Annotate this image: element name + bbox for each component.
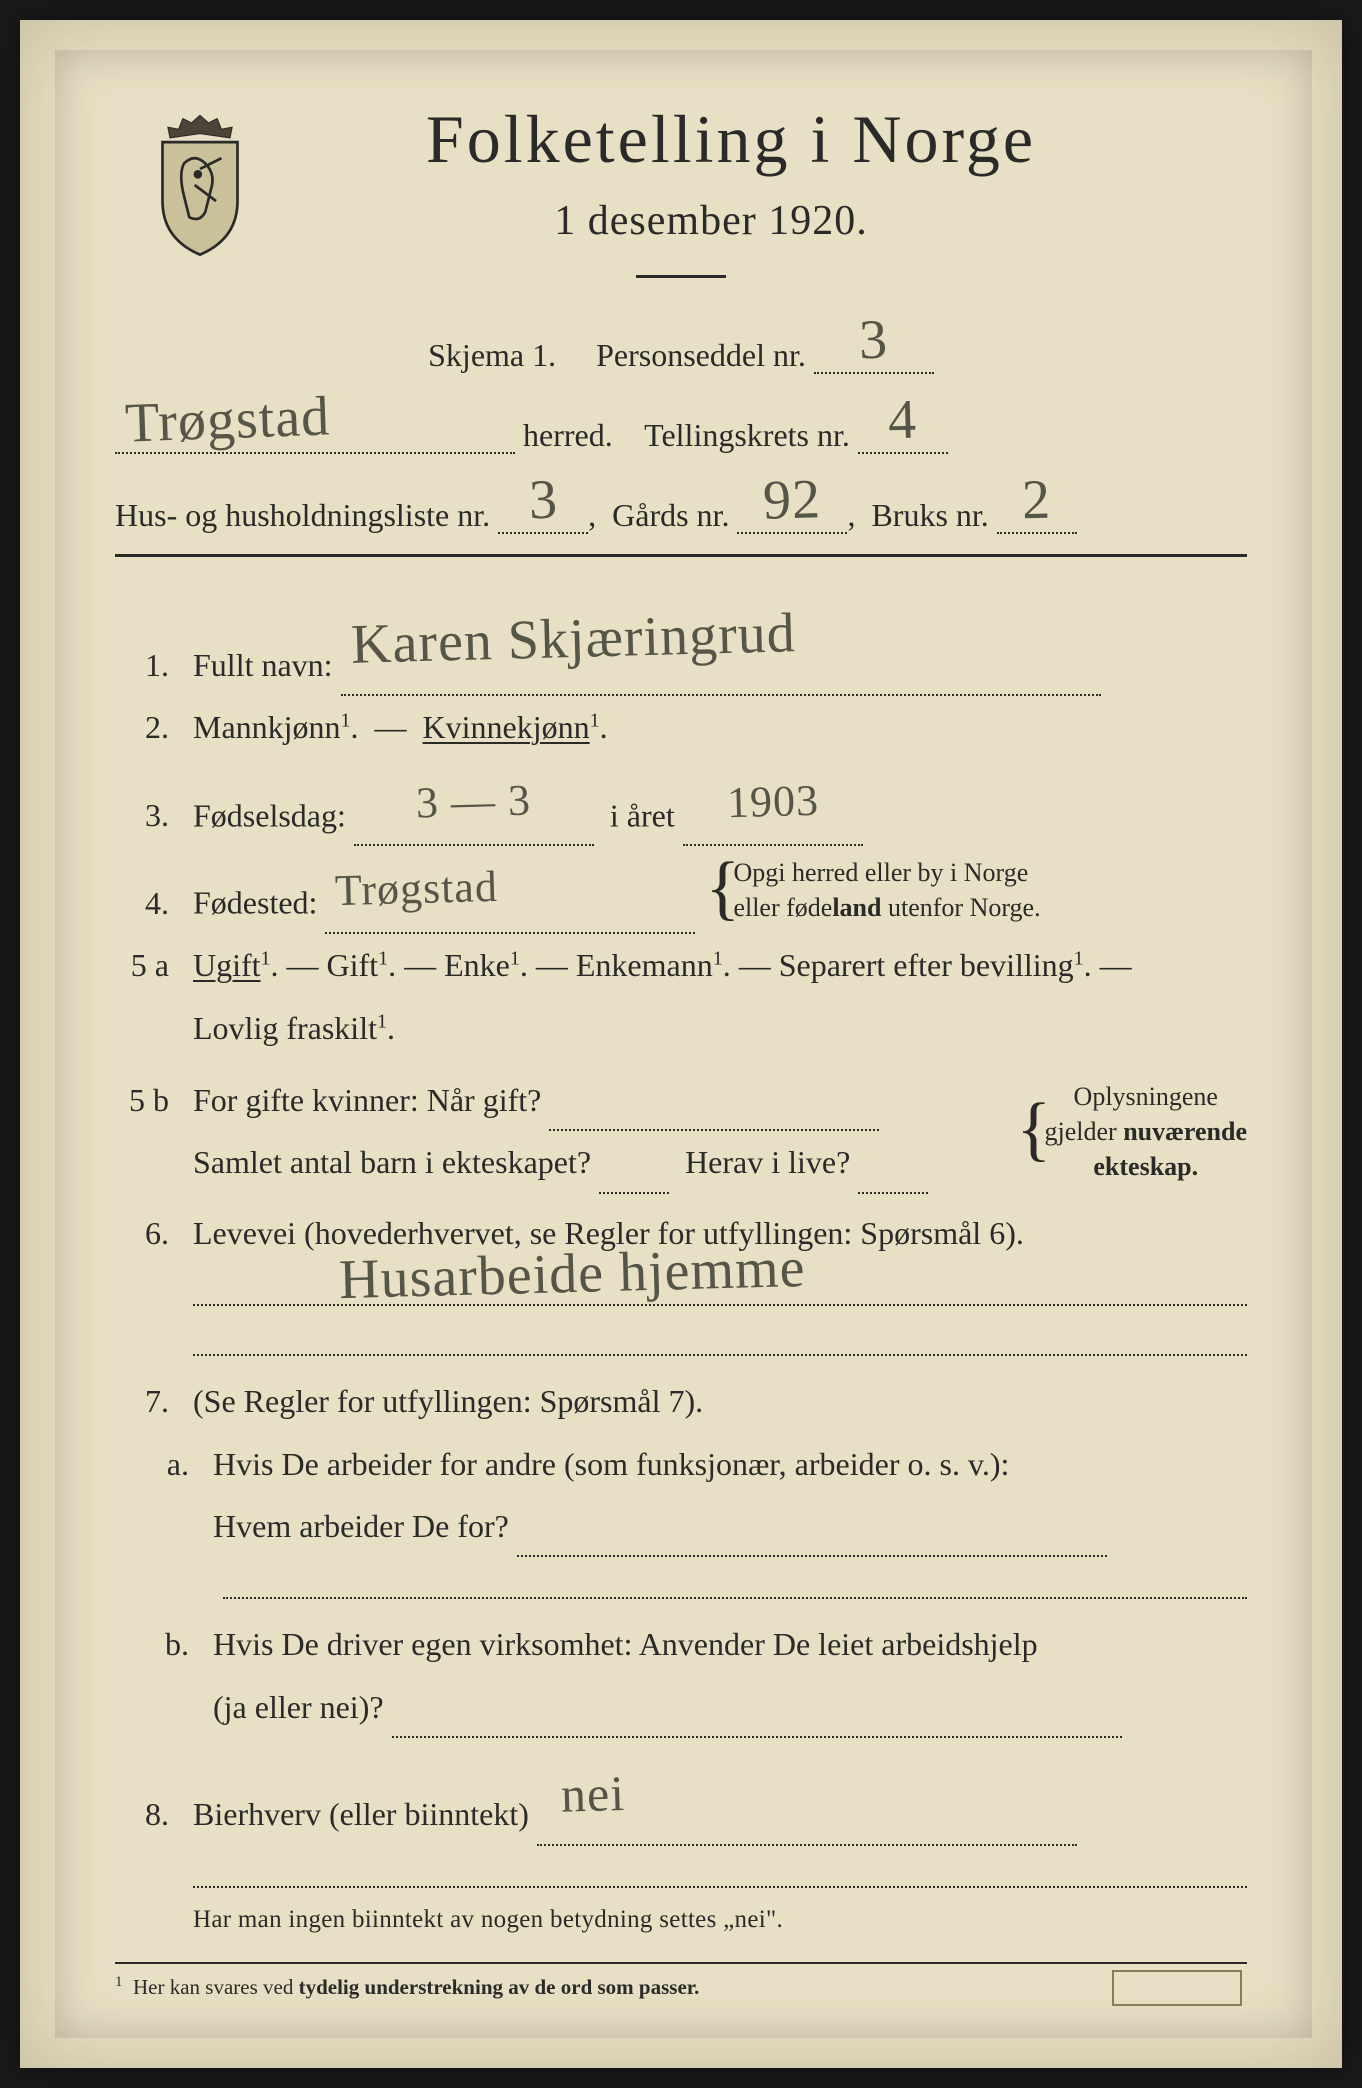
tellingskrets-label: Tellingskrets nr.: [644, 417, 850, 453]
q5a-fraskilt: Lovlig fraskilt: [193, 1010, 377, 1046]
question-8: 8. Bierhverv (eller biinntekt) nei: [115, 1746, 1247, 1846]
question-2: 2. Mannkjønn1. — Kvinnekjønn1.: [115, 696, 1247, 758]
q4-note-l2: eller fødeland utenfor Norge.: [733, 890, 1040, 925]
q6-value: Husarbeide hjemme: [332, 1236, 812, 1313]
q1-num: 1.: [115, 634, 169, 696]
q5b-note-l1: Oplysningene: [1045, 1079, 1247, 1114]
question-7: 7. (Se Regler for utfyllingen: Spørsmål …: [115, 1370, 1247, 1432]
blank-line: [193, 1852, 1247, 1888]
blank-line: [223, 1563, 1247, 1599]
herred-value: Trøgstad: [118, 384, 337, 456]
q3-year-value: 1903: [720, 757, 826, 845]
q5b-l2b: Herav i live?: [685, 1144, 850, 1180]
husliste-label: Hus- og husholdningsliste nr.: [115, 497, 490, 533]
q5b-l2a: Samlet antal barn i ekteskapet?: [193, 1144, 591, 1180]
skjema-label: Skjema 1.: [428, 337, 556, 373]
q5a-enke: Enke: [444, 947, 510, 983]
q7b-l2: (ja eller nei)?: [213, 1689, 384, 1725]
q7-intro: (Se Regler for utfyllingen: Spørsmål 7).: [193, 1383, 703, 1419]
bruks-label: Bruks nr.: [871, 497, 988, 533]
q5a-num: 5 a: [115, 934, 169, 996]
q3-num: 3.: [115, 784, 169, 846]
document-title: Folketelling i Norge: [115, 100, 1247, 179]
personseddel-value: 3: [853, 307, 896, 372]
header: Folketelling i Norge 1 desember 1920.: [115, 100, 1247, 245]
q2-num: 2.: [115, 696, 169, 758]
q4-note-l1: Opgi herred eller by i Norge: [733, 855, 1040, 890]
q5b-l1: For gifte kvinner: Når gift?: [193, 1082, 541, 1118]
q5a-enkemann: Enkemann: [576, 947, 713, 983]
q5b-num: 5 b: [115, 1069, 169, 1131]
q5b-note-l2: gjelder nuværende: [1045, 1114, 1247, 1149]
q4-label: Fødested:: [193, 885, 317, 921]
question-4: 4. Fødested: Trøgstad Opgi herred eller …: [115, 846, 1247, 934]
row-ids: Hus- og husholdningsliste nr. 3 , Gårds …: [115, 468, 1247, 534]
q7a-l1: Hvis De arbeider for andre (som funksjon…: [213, 1446, 1009, 1482]
coat-of-arms-icon: [145, 110, 255, 260]
q3-label: Fødselsdag:: [193, 797, 346, 833]
q4-value: Trøgstad: [328, 844, 505, 934]
document-subtitle: 1 desember 1920.: [115, 197, 1247, 245]
question-5a: 5 a Ugift1. — Gift1. — Enke1. — Enkemann…: [115, 934, 1247, 1059]
q5a-ugift: Ugift: [193, 947, 261, 983]
census-document: Folketelling i Norge 1 desember 1920. Sk…: [20, 20, 1342, 2068]
q7b-l1: Hvis De driver egen virksomhet: Anvender…: [213, 1626, 1038, 1662]
q7a-l2: Hvem arbeider De for?: [213, 1508, 509, 1544]
q8-label: Bierhverv (eller biinntekt): [193, 1796, 529, 1832]
footer-note: Har man ingen biinntekt av nogen betydni…: [193, 1906, 1247, 1934]
personseddel-label: Personseddel nr.: [596, 337, 806, 373]
q2-male: Mannkjønn: [193, 709, 341, 745]
gards-value: 92: [757, 467, 829, 533]
footnote-1: 1 Her kan svares ved tydelig understrekn…: [115, 1974, 1247, 2000]
question-7a: a. Hvis De arbeider for andre (som funks…: [145, 1433, 1247, 1558]
herred-label: herred.: [523, 417, 613, 453]
q7-num: 7.: [115, 1370, 169, 1432]
q6-answer-line: Husarbeide hjemme: [193, 1270, 1247, 1306]
question-7b: b. Hvis De driver egen virksomhet: Anven…: [145, 1613, 1247, 1738]
q2-female: Kvinnekjønn: [423, 709, 590, 745]
q4-num: 4.: [115, 872, 169, 934]
q8-num: 8.: [115, 1783, 169, 1845]
q5a-separert: Separert efter bevilling: [779, 947, 1074, 983]
question-1: 1. Fullt navn: Karen Skjæringrud: [115, 585, 1247, 696]
q5b-note: Oplysningene gjelder nuværende ekteskap.: [1027, 1079, 1247, 1184]
divider: [636, 275, 726, 278]
tellingskrets-value: 4: [882, 387, 925, 452]
q4-note: Opgi herred eller by i Norge eller fødel…: [715, 855, 1040, 925]
q5b-note-l3: ekteskap.: [1045, 1149, 1247, 1184]
divider: [115, 1962, 1247, 1964]
q5a-gift: Gift: [327, 947, 379, 983]
row-skjema: Skjema 1. Personseddel nr. 3: [115, 308, 1247, 374]
blank-line: [193, 1320, 1247, 1356]
bruks-value: 2: [1015, 467, 1058, 532]
divider: [115, 554, 1247, 557]
printer-stamp: [1112, 1970, 1242, 2006]
q3-day-value: 3 — 3: [409, 757, 538, 846]
q7a-num: a.: [145, 1433, 189, 1495]
question-5b: 5 b For gifte kvinner: Når gift? Samlet …: [115, 1069, 1247, 1194]
q8-value: nei: [540, 1745, 633, 1845]
question-3: 3. Fødselsdag: 3 — 3 i året 1903: [115, 759, 1247, 847]
q6-num: 6.: [115, 1202, 169, 1264]
q1-label: Fullt navn:: [193, 647, 333, 683]
q3-year-label: i året: [610, 797, 675, 833]
q1-value: Karen Skjæringrud: [343, 579, 802, 700]
gards-label: Gårds nr.: [612, 497, 729, 533]
row-herred: Trøgstad herred. Tellingskrets nr. 4: [115, 388, 1247, 454]
q7b-num: b.: [145, 1613, 189, 1675]
husliste-value: 3: [522, 467, 565, 532]
